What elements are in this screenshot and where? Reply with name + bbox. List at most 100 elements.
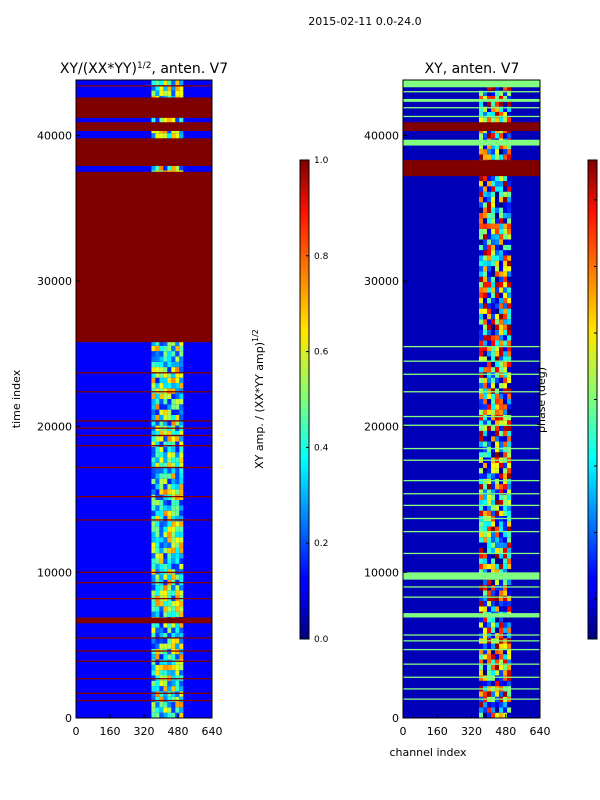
- heatmap-cell: [159, 345, 164, 352]
- heatmap-cell: [151, 478, 156, 485]
- heatmap-cell: [507, 292, 512, 298]
- heatmap-cell: [483, 154, 488, 160]
- heatmap-cell: [491, 149, 496, 155]
- heatmap-line: [76, 372, 212, 374]
- heatmap-cell: [155, 409, 160, 415]
- heatmap-cell: [478, 90, 484, 96]
- heatmap-cell: [478, 558, 484, 564]
- heatmap-cell: [495, 659, 500, 665]
- heatmap-cell: [155, 165, 160, 171]
- heatmap-cell: [487, 478, 492, 485]
- heatmap-band: [403, 139, 540, 146]
- right-heatmap: [403, 80, 540, 718]
- heatmap-cell: [478, 606, 484, 612]
- heatmap-cell: [478, 590, 484, 596]
- heatmap-cell: [507, 191, 512, 197]
- heatmap-cell: [179, 80, 184, 86]
- heatmap-cell: [171, 659, 176, 665]
- heatmap-cell: [171, 702, 176, 708]
- heatmap-cell: [167, 489, 172, 495]
- heatmap-cell: [495, 244, 500, 251]
- heatmap-cell: [487, 218, 492, 224]
- heatmap-cell: [483, 85, 488, 91]
- heatmap-cell: [503, 282, 508, 288]
- heatmap-cell: [499, 324, 504, 330]
- heatmap-cell: [503, 547, 508, 554]
- heatmap-cell: [499, 297, 504, 304]
- heatmap-line: [76, 85, 212, 87]
- heatmap-cell: [175, 558, 180, 564]
- heatmap-cell: [159, 521, 164, 527]
- heatmap-cell: [499, 287, 504, 293]
- heatmap-cell: [483, 345, 488, 352]
- heatmap-cell: [483, 95, 488, 102]
- heatmap-cell: [163, 632, 168, 639]
- heatmap-cell: [175, 585, 180, 591]
- heatmap-cell: [175, 85, 180, 91]
- heatmap-cell: [163, 165, 168, 171]
- heatmap-line: [403, 517, 540, 520]
- heatmap-cell: [179, 90, 184, 96]
- heatmap-cell: [495, 510, 500, 516]
- heatmap-cell: [155, 356, 160, 362]
- heatmap-cell: [503, 569, 508, 575]
- heatmap-cell: [487, 569, 492, 575]
- heatmap-cell: [159, 340, 164, 346]
- heatmap-cell: [487, 404, 492, 410]
- heatmap-cell: [503, 648, 508, 655]
- heatmap-cell: [159, 606, 164, 612]
- heatmap-cell: [491, 361, 496, 368]
- heatmap-cell: [487, 707, 492, 713]
- y-tick-label: 40000: [364, 129, 399, 142]
- heatmap-cell: [499, 228, 504, 235]
- heatmap-cell: [478, 425, 484, 431]
- heatmap-cell: [507, 399, 512, 405]
- heatmap-cell: [507, 616, 512, 623]
- heatmap-cell: [483, 260, 488, 267]
- heatmap-cell: [495, 409, 500, 415]
- heatmap-cell: [163, 590, 168, 596]
- heatmap-cell: [163, 585, 168, 591]
- heatmap-cell: [491, 244, 496, 251]
- heatmap-cell: [507, 223, 512, 229]
- heatmap-cell: [499, 383, 504, 389]
- heatmap-cell: [495, 377, 500, 384]
- heatmap-cell: [507, 351, 512, 357]
- heatmap-cell: [478, 282, 484, 288]
- heatmap-cell: [499, 111, 504, 118]
- heatmap-cell: [483, 276, 488, 283]
- heatmap-cell: [175, 452, 180, 458]
- heatmap-cell: [495, 324, 500, 330]
- heatmap-cell: [503, 239, 508, 245]
- heatmap-cell: [499, 441, 504, 447]
- heatmap-cell: [179, 452, 184, 458]
- heatmap-cell: [171, 680, 176, 687]
- heatmap-cell: [163, 351, 168, 357]
- heatmap-cell: [483, 303, 488, 309]
- heatmap-cell: [167, 712, 172, 718]
- heatmap-cell: [503, 196, 508, 203]
- heatmap-cell: [159, 356, 164, 362]
- heatmap-band: [76, 97, 212, 118]
- heatmap-cell: [483, 313, 488, 320]
- heatmap-cell: [155, 452, 160, 458]
- heatmap-cell: [167, 393, 172, 399]
- heatmap-cell: [175, 473, 180, 479]
- heatmap-cell: [503, 601, 508, 607]
- heatmap-cell: [503, 111, 508, 118]
- heatmap-cell: [503, 266, 508, 272]
- heatmap-cell: [483, 117, 488, 123]
- heatmap-cell: [167, 446, 172, 453]
- heatmap-cell: [167, 165, 172, 171]
- heatmap-cell: [503, 292, 508, 298]
- heatmap-cell: [155, 526, 160, 532]
- heatmap-cell: [499, 255, 504, 261]
- heatmap-cell: [503, 531, 508, 538]
- heatmap-cell: [163, 558, 168, 564]
- heatmap-cell: [478, 399, 484, 405]
- heatmap-cell: [159, 393, 164, 399]
- heatmap-cell: [503, 95, 508, 102]
- heatmap-cell: [483, 324, 488, 330]
- heatmap-cell: [503, 500, 508, 506]
- heatmap-cell: [495, 239, 500, 245]
